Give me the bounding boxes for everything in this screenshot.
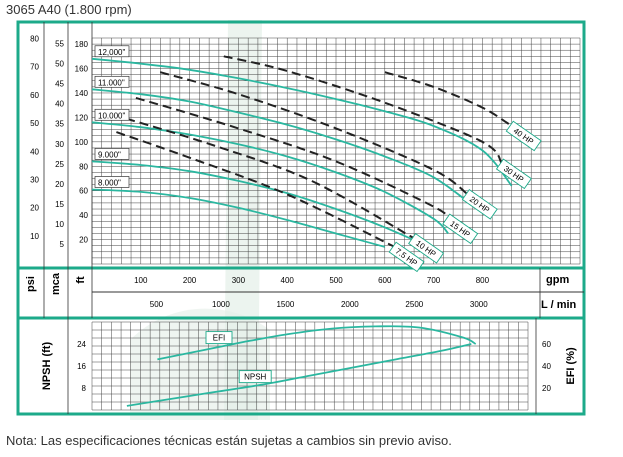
- chart-frame: [16, 20, 586, 416]
- x-tick-gpm: 800: [476, 276, 490, 285]
- impeller-curve: [91, 188, 386, 248]
- hp-line: [160, 71, 469, 196]
- y-tick-mca: 35: [55, 120, 64, 129]
- hp-label-box: [442, 213, 479, 245]
- x-tick-lmin: 2000: [341, 300, 359, 309]
- lower-curve-label: NPSH: [244, 373, 266, 382]
- x-tick-lmin: 1500: [276, 300, 294, 309]
- hp-line: [223, 55, 503, 165]
- curve-label: 9.000": [98, 150, 121, 159]
- axis-unit-psi: psi: [25, 276, 37, 292]
- impeller-curve: [91, 160, 425, 246]
- y-tick-mca: 5: [60, 240, 65, 249]
- hp-line: [116, 131, 396, 248]
- y-tick-npsh: 24: [77, 340, 86, 349]
- y-tick-psi: 80: [30, 35, 39, 44]
- impeller-curve: [91, 88, 474, 207]
- lower-curve-label-box: [238, 370, 272, 384]
- y-tick-mca: 25: [55, 160, 64, 169]
- hp-line: [135, 96, 449, 220]
- x-tick-gpm: 200: [183, 276, 197, 285]
- y-tick-psi: 60: [30, 91, 39, 100]
- y-tick-mca: 10: [55, 220, 64, 229]
- x-tick-gpm: 400: [281, 276, 295, 285]
- y-tick-mca: 50: [55, 60, 64, 69]
- axis-unit-mca: mca: [50, 272, 62, 295]
- y-tick-mca: 30: [55, 140, 64, 149]
- y-axis-label-efi: EFI (%): [565, 347, 577, 385]
- y-tick-ft: 120: [75, 113, 89, 122]
- y-tick-ft: 40: [79, 211, 88, 220]
- y-tick-ft: 140: [75, 89, 89, 98]
- x-axis-label: gpm: [546, 274, 569, 286]
- y-tick-ft: 180: [75, 40, 89, 49]
- x-tick-gpm: 100: [134, 276, 148, 285]
- axis-unit-ft: ft: [75, 276, 87, 284]
- hp-label-box: [461, 189, 498, 220]
- lower-curve-label: EFI: [213, 334, 225, 343]
- y-tick-efi: 60: [542, 340, 551, 349]
- x-tick-gpm: 700: [427, 276, 441, 285]
- curve-label-box: [94, 148, 130, 160]
- curve-label: 10.000": [98, 111, 125, 120]
- curve-label: 8.000": [98, 178, 121, 187]
- hp-line: [125, 117, 415, 240]
- footnote: Nota: Las especificaciones técnicas está…: [6, 433, 452, 448]
- x-axis-label-secondary: L / min: [541, 299, 577, 311]
- y-tick-mca: 40: [55, 100, 64, 109]
- lower-curve: [126, 343, 472, 407]
- impeller-curve: [91, 57, 513, 187]
- y-tick-psi: 30: [30, 175, 39, 184]
- y-tick-efi: 20: [542, 384, 551, 393]
- x-tick-gpm: 500: [329, 276, 343, 285]
- y-tick-psi: 10: [30, 232, 39, 241]
- y-tick-psi: 70: [30, 63, 39, 72]
- hp-label-box: [388, 241, 425, 273]
- curve-label-box: [94, 45, 130, 58]
- decor-swoosh: [130, 308, 270, 420]
- x-tick-gpm: 300: [232, 276, 246, 285]
- y-tick-psi: 40: [30, 147, 39, 156]
- y-tick-ft: 160: [75, 65, 89, 74]
- y-tick-npsh: 16: [77, 362, 86, 371]
- chart-title: 3065 A40 (1.800 rpm): [6, 2, 132, 17]
- y-tick-psi: 20: [30, 204, 39, 213]
- curve-label-box: [94, 75, 130, 88]
- curve-label: 12,000": [98, 48, 125, 57]
- y-tick-ft: 100: [75, 138, 89, 147]
- y-tick-mca: 15: [55, 200, 64, 209]
- lower-curve-label-box: [205, 331, 233, 345]
- y-tick-mca: 20: [55, 180, 64, 189]
- y-tick-psi: 50: [30, 119, 39, 128]
- y-tick-efi: 40: [542, 362, 551, 371]
- hp-label-box: [495, 158, 532, 190]
- lower-curve: [157, 325, 477, 361]
- y-tick-ft: 60: [79, 187, 88, 196]
- y-tick-npsh: 8: [82, 384, 87, 393]
- x-tick-lmin: 3000: [470, 300, 488, 309]
- x-tick-lmin: 1000: [212, 300, 230, 309]
- hp-line: [384, 71, 513, 127]
- curve-label: 11.000": [98, 78, 125, 87]
- x-tick-lmin: 500: [150, 300, 164, 309]
- hp-label-group: 15 HP: [442, 213, 479, 245]
- x-tick-lmin: 2500: [405, 300, 423, 309]
- hp-label-box: [505, 120, 542, 152]
- y-tick-mca: 55: [55, 40, 64, 49]
- impeller-curve: [91, 121, 449, 235]
- y-axis-label-npsh: NPSH (ft): [41, 342, 53, 391]
- y-tick-ft: 80: [79, 162, 88, 171]
- y-tick-mca: 45: [55, 80, 64, 89]
- y-tick-ft: 20: [79, 236, 88, 245]
- curve-label-box: [94, 176, 130, 188]
- hp-label-box: [408, 233, 445, 264]
- curve-label-box: [94, 108, 130, 121]
- x-tick-gpm: 600: [378, 276, 392, 285]
